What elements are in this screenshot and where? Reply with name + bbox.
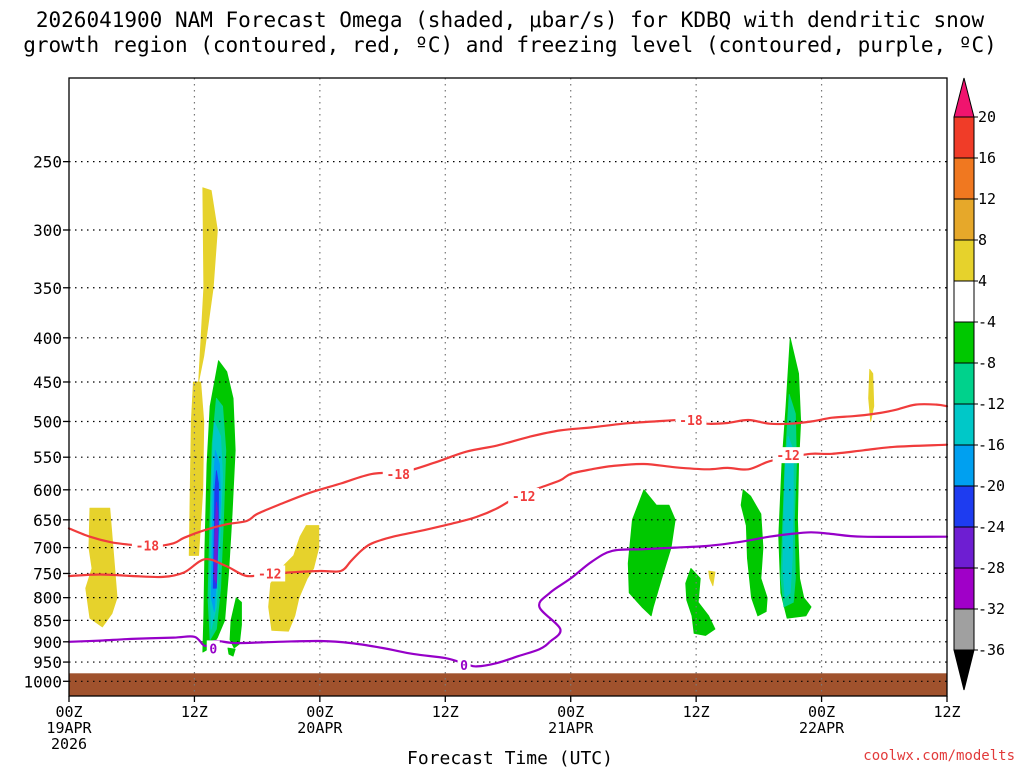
dgz-label-4-bg xyxy=(675,411,707,428)
dgz-contour-minus12 xyxy=(67,443,949,579)
colorbar-label-2: 12 xyxy=(978,190,996,208)
colorbar-cell-7 xyxy=(953,403,975,446)
colorbar-label-5: -4 xyxy=(978,313,996,331)
y-tick-label-600: 600 xyxy=(33,481,62,500)
axes-layer: 250 300 350 400 450 500 550 600 650 700 750 800 850 9… xyxy=(23,77,961,753)
colorbar-label-12: -32 xyxy=(978,600,1005,618)
freezing-label-1: 0 xyxy=(460,659,468,674)
dgz-label-1: -12 xyxy=(258,567,281,582)
y-tick-label-400: 400 xyxy=(33,329,62,348)
colorbar-cell-6 xyxy=(953,362,975,405)
x-tick-label-24-2: 20APR xyxy=(297,719,343,737)
y-tick-label-500: 500 xyxy=(33,412,62,431)
y-tick-label-300: 300 xyxy=(33,221,62,240)
dgz-label-2-bg xyxy=(382,465,414,482)
chart-title-line-2: growth region (contoured, red, ºC) and f… xyxy=(23,33,997,57)
colorbar-label-0: 20 xyxy=(978,108,996,126)
dgz-label-5: -12 xyxy=(776,449,799,464)
x-tick-label-24-1: 00Z xyxy=(306,703,333,721)
colorbar-cell-4 xyxy=(953,280,975,323)
x-tick-label-72-2: 22APR xyxy=(799,719,845,737)
dgz-label-5-bg xyxy=(772,447,804,464)
omega-region-green-left-small xyxy=(229,597,242,649)
y-tick-label-950: 950 xyxy=(33,653,62,672)
colorbar-cell-9 xyxy=(953,485,975,528)
contour-layer: -18 -12 -18 -12 -18 -12 0 0 xyxy=(67,403,949,674)
colorbar-label-1: 16 xyxy=(978,149,996,167)
omega-region-green-r3a xyxy=(740,489,768,617)
colorbar-bottom-arrow xyxy=(953,649,975,691)
omega-region-green-r1 xyxy=(627,489,676,617)
y-tick-label-800: 800 xyxy=(33,589,62,608)
omega-region-yellow-mid xyxy=(268,525,320,632)
colorbar-label-3: 8 xyxy=(978,231,987,249)
x-tick-label-0-3: 2026 xyxy=(51,735,87,753)
freezing-label-0: 0 xyxy=(209,642,217,657)
y-tick-label-350: 350 xyxy=(33,279,62,298)
y-tick-label-900: 900 xyxy=(33,633,62,652)
colorbar-cell-0 xyxy=(953,116,975,159)
colorbar-cell-2 xyxy=(953,198,975,241)
plot-frame xyxy=(68,77,948,697)
omega-region-cyan-right xyxy=(782,435,794,599)
dgz-label-0-bg xyxy=(131,537,163,554)
dgz-label-0: -18 xyxy=(136,539,160,554)
x-tick-label-0-2: 19APR xyxy=(46,719,92,737)
dgz-label-4: -18 xyxy=(679,414,703,429)
colorbar-cell-3 xyxy=(953,239,975,282)
dgz-label-1-bg xyxy=(254,565,286,582)
colorbar-label-4: 4 xyxy=(978,272,987,290)
omega-shading-layer xyxy=(85,187,875,657)
colorbar: 20 16 12 8 4 -4 -8 -12 -16 -20 -24 -28 -32 -36 xyxy=(953,77,1005,691)
freezing-label-0-bg xyxy=(206,640,220,657)
gridlines xyxy=(69,78,947,696)
colorbar-cell-11 xyxy=(953,567,975,610)
omega-region-green-left-speck xyxy=(227,647,236,657)
x-tick-label-0-1: 00Z xyxy=(55,703,82,721)
x-tick-label-48-1: 00Z xyxy=(557,703,584,721)
omega-region-yellow-right-b xyxy=(708,570,716,587)
colorbar-label-8: -16 xyxy=(978,436,1005,454)
credit-text: coolwx.com/modelts xyxy=(863,748,1015,764)
y-tick-label-850: 850 xyxy=(33,611,62,630)
omega-region-yellow-tall-top xyxy=(198,187,218,383)
ground-layer xyxy=(69,673,947,696)
colorbar-label-10: -24 xyxy=(978,518,1005,536)
colorbar-cell-10 xyxy=(953,526,975,569)
x-tick-label-60-1: 12Z xyxy=(683,703,710,721)
freezing-label-1-bg xyxy=(457,656,471,673)
omega-region-green-r2 xyxy=(685,568,716,636)
colorbar-cell-5 xyxy=(953,321,975,364)
y-tick-label-700: 700 xyxy=(33,539,62,558)
colorbar-label-11: -28 xyxy=(978,559,1005,577)
colorbar-cell-1 xyxy=(953,157,975,200)
y-tick-label-1000: 1000 xyxy=(23,672,62,691)
x-tick-label-36-1: 12Z xyxy=(432,703,459,721)
colorbar-label-13: -36 xyxy=(978,641,1005,659)
x-tick-label-72-1: 00Z xyxy=(808,703,835,721)
x-tick-label-84-1: 12Z xyxy=(933,703,960,721)
colorbar-cell-8 xyxy=(953,444,975,487)
y-tick-label-650: 650 xyxy=(33,511,62,530)
colorbar-label-6: -8 xyxy=(978,354,996,372)
dgz-label-2: -18 xyxy=(387,468,411,483)
dgz-contour-minus18 xyxy=(67,403,949,548)
x-axis-title: Forecast Time (UTC) xyxy=(407,748,613,768)
chart-title-line-1: 2026041900 NAM Forecast Omega (shaded, μ… xyxy=(36,8,985,32)
colorbar-cell-12 xyxy=(953,608,975,651)
dgz-label-3-bg xyxy=(508,488,540,505)
dgz-label-3: -12 xyxy=(512,490,535,505)
ground-surface xyxy=(69,673,947,696)
y-tick-label-450: 450 xyxy=(33,373,62,392)
omega-region-yellow-tall-left xyxy=(188,381,205,556)
y-tick-label-250: 250 xyxy=(33,153,62,172)
colorbar-label-9: -20 xyxy=(978,477,1005,495)
omega-region-purple-left xyxy=(213,501,219,584)
colorbar-label-7: -12 xyxy=(978,395,1005,413)
x-tick-label-48-2: 21APR xyxy=(548,719,594,737)
y-tick-label-550: 550 xyxy=(33,448,62,467)
x-tick-label-12-1: 12Z xyxy=(181,703,208,721)
y-tick-label-750: 750 xyxy=(33,564,62,583)
